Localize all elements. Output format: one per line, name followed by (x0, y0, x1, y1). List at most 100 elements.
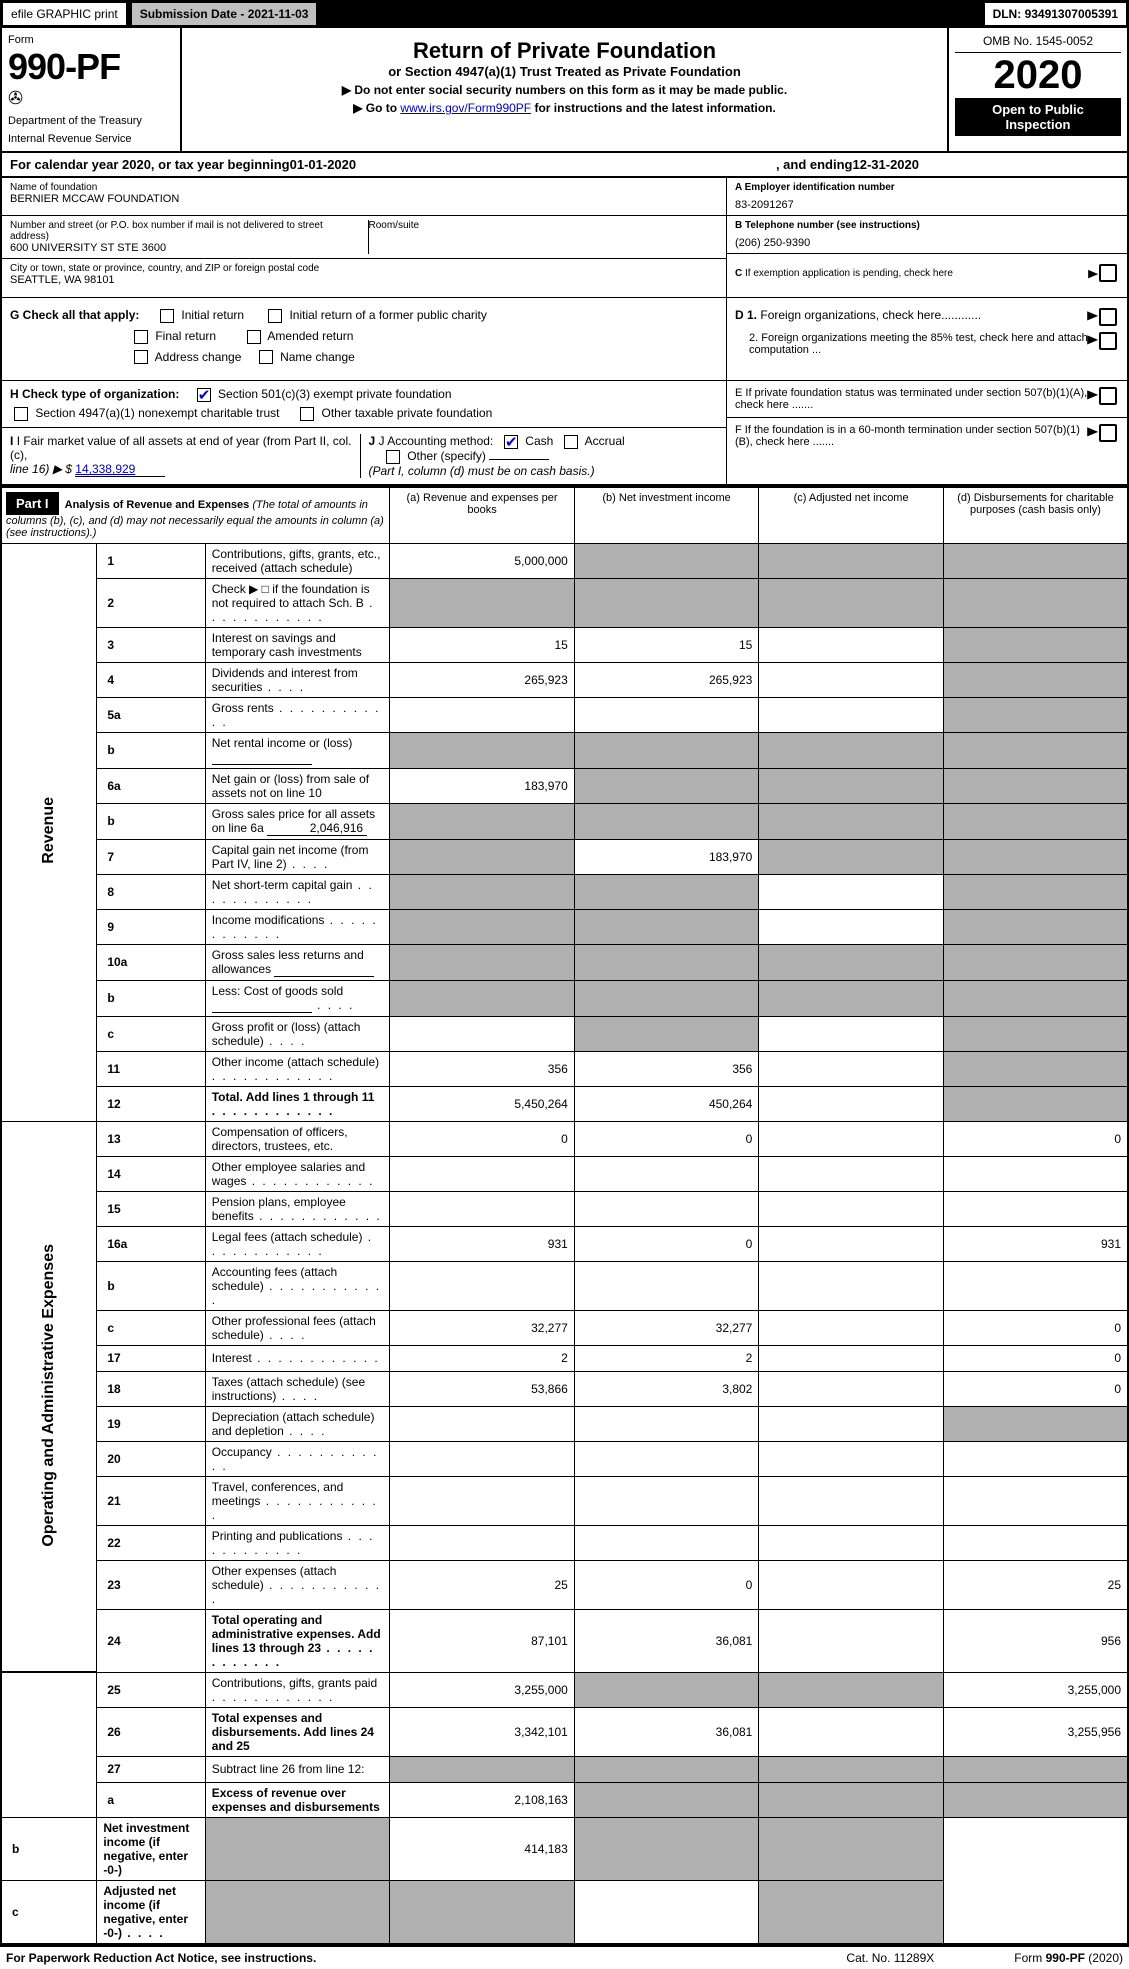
check-d1[interactable] (1099, 308, 1117, 326)
check-name[interactable] (259, 350, 273, 364)
amount-cell: 3,802 (574, 1371, 759, 1406)
ein: 83-2091267 (735, 199, 1119, 211)
row-number: 20 (97, 1441, 205, 1476)
row-number: 18 (97, 1371, 205, 1406)
amount-cell (574, 1672, 759, 1707)
row-description: Other income (attach schedule) (205, 1051, 390, 1086)
amount-cell (943, 1156, 1128, 1191)
check-final[interactable] (134, 330, 148, 344)
row-description: Interest (205, 1345, 390, 1371)
check-c[interactable] (1099, 264, 1117, 282)
amount-cell (574, 980, 759, 1016)
row-description: Subtract line 26 from line 12: (205, 1756, 390, 1782)
amount-cell (390, 874, 575, 909)
check-address[interactable] (134, 350, 148, 364)
check-f[interactable] (1099, 424, 1117, 442)
amount-cell (759, 1310, 944, 1345)
row-description: Net investment income (if negative, ente… (97, 1817, 205, 1880)
check-d2[interactable] (1099, 332, 1117, 350)
row-number: 26 (97, 1707, 205, 1756)
amount-cell (759, 839, 944, 874)
amount-cell (574, 543, 759, 578)
amount-cell: 25 (943, 1560, 1128, 1609)
amount-cell (759, 874, 944, 909)
check-other-method[interactable] (386, 450, 400, 464)
row-number: 19 (97, 1406, 205, 1441)
check-cash[interactable] (504, 435, 518, 449)
check-4947[interactable] (14, 407, 28, 421)
amount-cell: 414,183 (390, 1817, 575, 1880)
amount-cell (759, 768, 944, 803)
amount-cell (943, 543, 1128, 578)
amount-cell (759, 662, 944, 697)
check-accrual[interactable] (564, 435, 578, 449)
amount-cell (574, 1525, 759, 1560)
amount-cell (390, 1016, 575, 1051)
amount-cell (759, 1441, 944, 1476)
form-number-block: Form 990-PF ✇ Department of the Treasury… (2, 28, 182, 151)
table-row: 10aGross sales less returns and allowanc… (1, 944, 1128, 980)
amount-cell: 15 (574, 627, 759, 662)
table-row: 2Check ▶ □ if the foundation is not requ… (1, 578, 1128, 627)
amount-cell (759, 1261, 944, 1310)
check-501c3[interactable] (197, 388, 211, 402)
row-number: 8 (97, 874, 205, 909)
row-number: 5a (97, 697, 205, 732)
table-row: 4Dividends and interest from securities2… (1, 662, 1128, 697)
row-number: a (97, 1782, 205, 1817)
amount-cell (759, 1406, 944, 1441)
amount-cell: 5,000,000 (390, 543, 575, 578)
table-row: 26Total expenses and disbursements. Add … (1, 1707, 1128, 1756)
amount-cell (574, 909, 759, 944)
amount-cell (759, 1756, 944, 1782)
amount-cell: 450,264 (574, 1086, 759, 1121)
submission-date: Submission Date - 2021-11-03 (131, 2, 318, 26)
table-row: 23Other expenses (attach schedule)25025 (1, 1560, 1128, 1609)
check-amended[interactable] (247, 330, 261, 344)
efile-label: efile GRAPHIC print (2, 2, 127, 26)
row-number: c (1, 1880, 97, 1944)
row-number: 14 (97, 1156, 205, 1191)
amount-cell (390, 697, 575, 732)
row-description: Less: Cost of goods sold (205, 980, 390, 1016)
amount-cell (943, 697, 1128, 732)
amount-cell (574, 1156, 759, 1191)
table-row: 18Taxes (attach schedule) (see instructi… (1, 1371, 1128, 1406)
table-row: aExcess of revenue over expenses and dis… (1, 1782, 1128, 1817)
table-row: Revenue1Contributions, gifts, grants, et… (1, 543, 1128, 578)
table-row: 5aGross rents (1, 697, 1128, 732)
row-description: Gross profit or (loss) (attach schedule) (205, 1016, 390, 1051)
row-number: 13 (97, 1121, 205, 1156)
amount-cell (943, 1086, 1128, 1121)
form-header: Form 990-PF ✇ Department of the Treasury… (0, 28, 1129, 153)
table-row: 27Subtract line 26 from line 12: (1, 1756, 1128, 1782)
amount-cell (574, 1476, 759, 1525)
row-number: 23 (97, 1560, 205, 1609)
checks-section: G Check all that apply: Initial return I… (0, 298, 1129, 381)
row-description: Net short-term capital gain (205, 874, 390, 909)
amount-cell (759, 1121, 944, 1156)
row-number: 10a (97, 944, 205, 980)
check-initial-pub[interactable] (268, 309, 282, 323)
amount-cell: 0 (574, 1560, 759, 1609)
row-description: Depreciation (attach schedule) and deple… (205, 1406, 390, 1441)
row-description: Accounting fees (attach schedule) (205, 1261, 390, 1310)
amount-cell: 3,342,101 (390, 1707, 575, 1756)
city-state-zip: SEATTLE, WA 98101 (10, 274, 718, 286)
check-e[interactable] (1099, 387, 1117, 405)
table-row: 19Depreciation (attach schedule) and dep… (1, 1406, 1128, 1441)
amount-cell (390, 1191, 575, 1226)
table-row: bNet rental income or (loss) (1, 732, 1128, 768)
form990pf-link[interactable]: www.irs.gov/Form990PF (400, 101, 531, 115)
row-number: b (1, 1817, 97, 1880)
check-other-taxable[interactable] (300, 407, 314, 421)
amount-cell (390, 732, 575, 768)
amount-cell: 265,923 (574, 662, 759, 697)
check-initial[interactable] (160, 309, 174, 323)
part-label: Part I (6, 492, 59, 515)
table-row: 9Income modifications (1, 909, 1128, 944)
row-description: Net rental income or (loss) (205, 732, 390, 768)
amount-cell: 15 (390, 627, 575, 662)
amount-cell (574, 768, 759, 803)
amount-cell: 53,866 (390, 1371, 575, 1406)
